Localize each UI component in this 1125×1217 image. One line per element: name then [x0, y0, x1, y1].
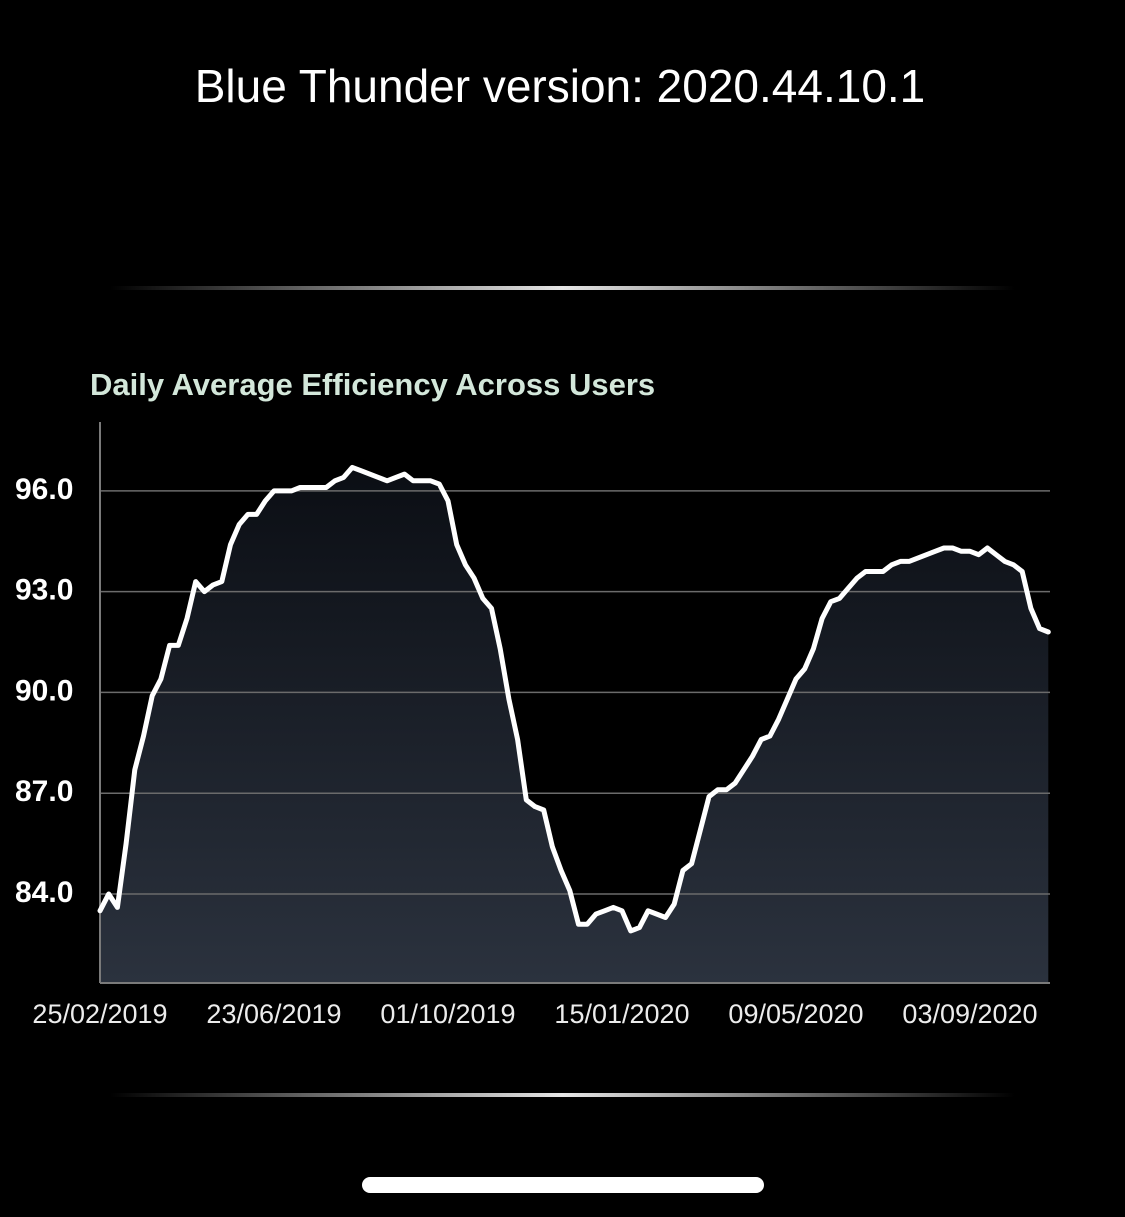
x-tick-label: 23/06/2019 — [206, 999, 341, 1029]
y-tick-label: 84.0 — [15, 876, 73, 909]
x-tick-label: 03/09/2020 — [902, 999, 1037, 1029]
y-tick-label: 87.0 — [15, 775, 73, 808]
chart-title: Daily Average Efficiency Across Users — [90, 367, 655, 402]
version-header: Blue Thunder version: 2020.44.10.1 — [195, 60, 926, 112]
x-tick-label: 25/02/2019 — [32, 999, 167, 1029]
y-tick-label: 90.0 — [15, 674, 73, 707]
x-tick-label: 01/10/2019 — [380, 999, 515, 1029]
data-line — [97, 464, 1051, 934]
x-tick-label: 15/01/2020 — [554, 999, 689, 1029]
x-tick-label: 09/05/2020 — [728, 999, 863, 1029]
y-tick-label: 93.0 — [15, 574, 73, 607]
home-indicator — [362, 1177, 764, 1193]
plot-area: 84.0 87.0 90.0 93.0 96.0 25/02/2019 23/06/2019… — [15, 422, 1051, 1029]
divider — [110, 286, 1015, 290]
y-tick-label: 96.0 — [15, 473, 73, 506]
area-fill — [100, 467, 1049, 983]
divider — [110, 1093, 1015, 1097]
